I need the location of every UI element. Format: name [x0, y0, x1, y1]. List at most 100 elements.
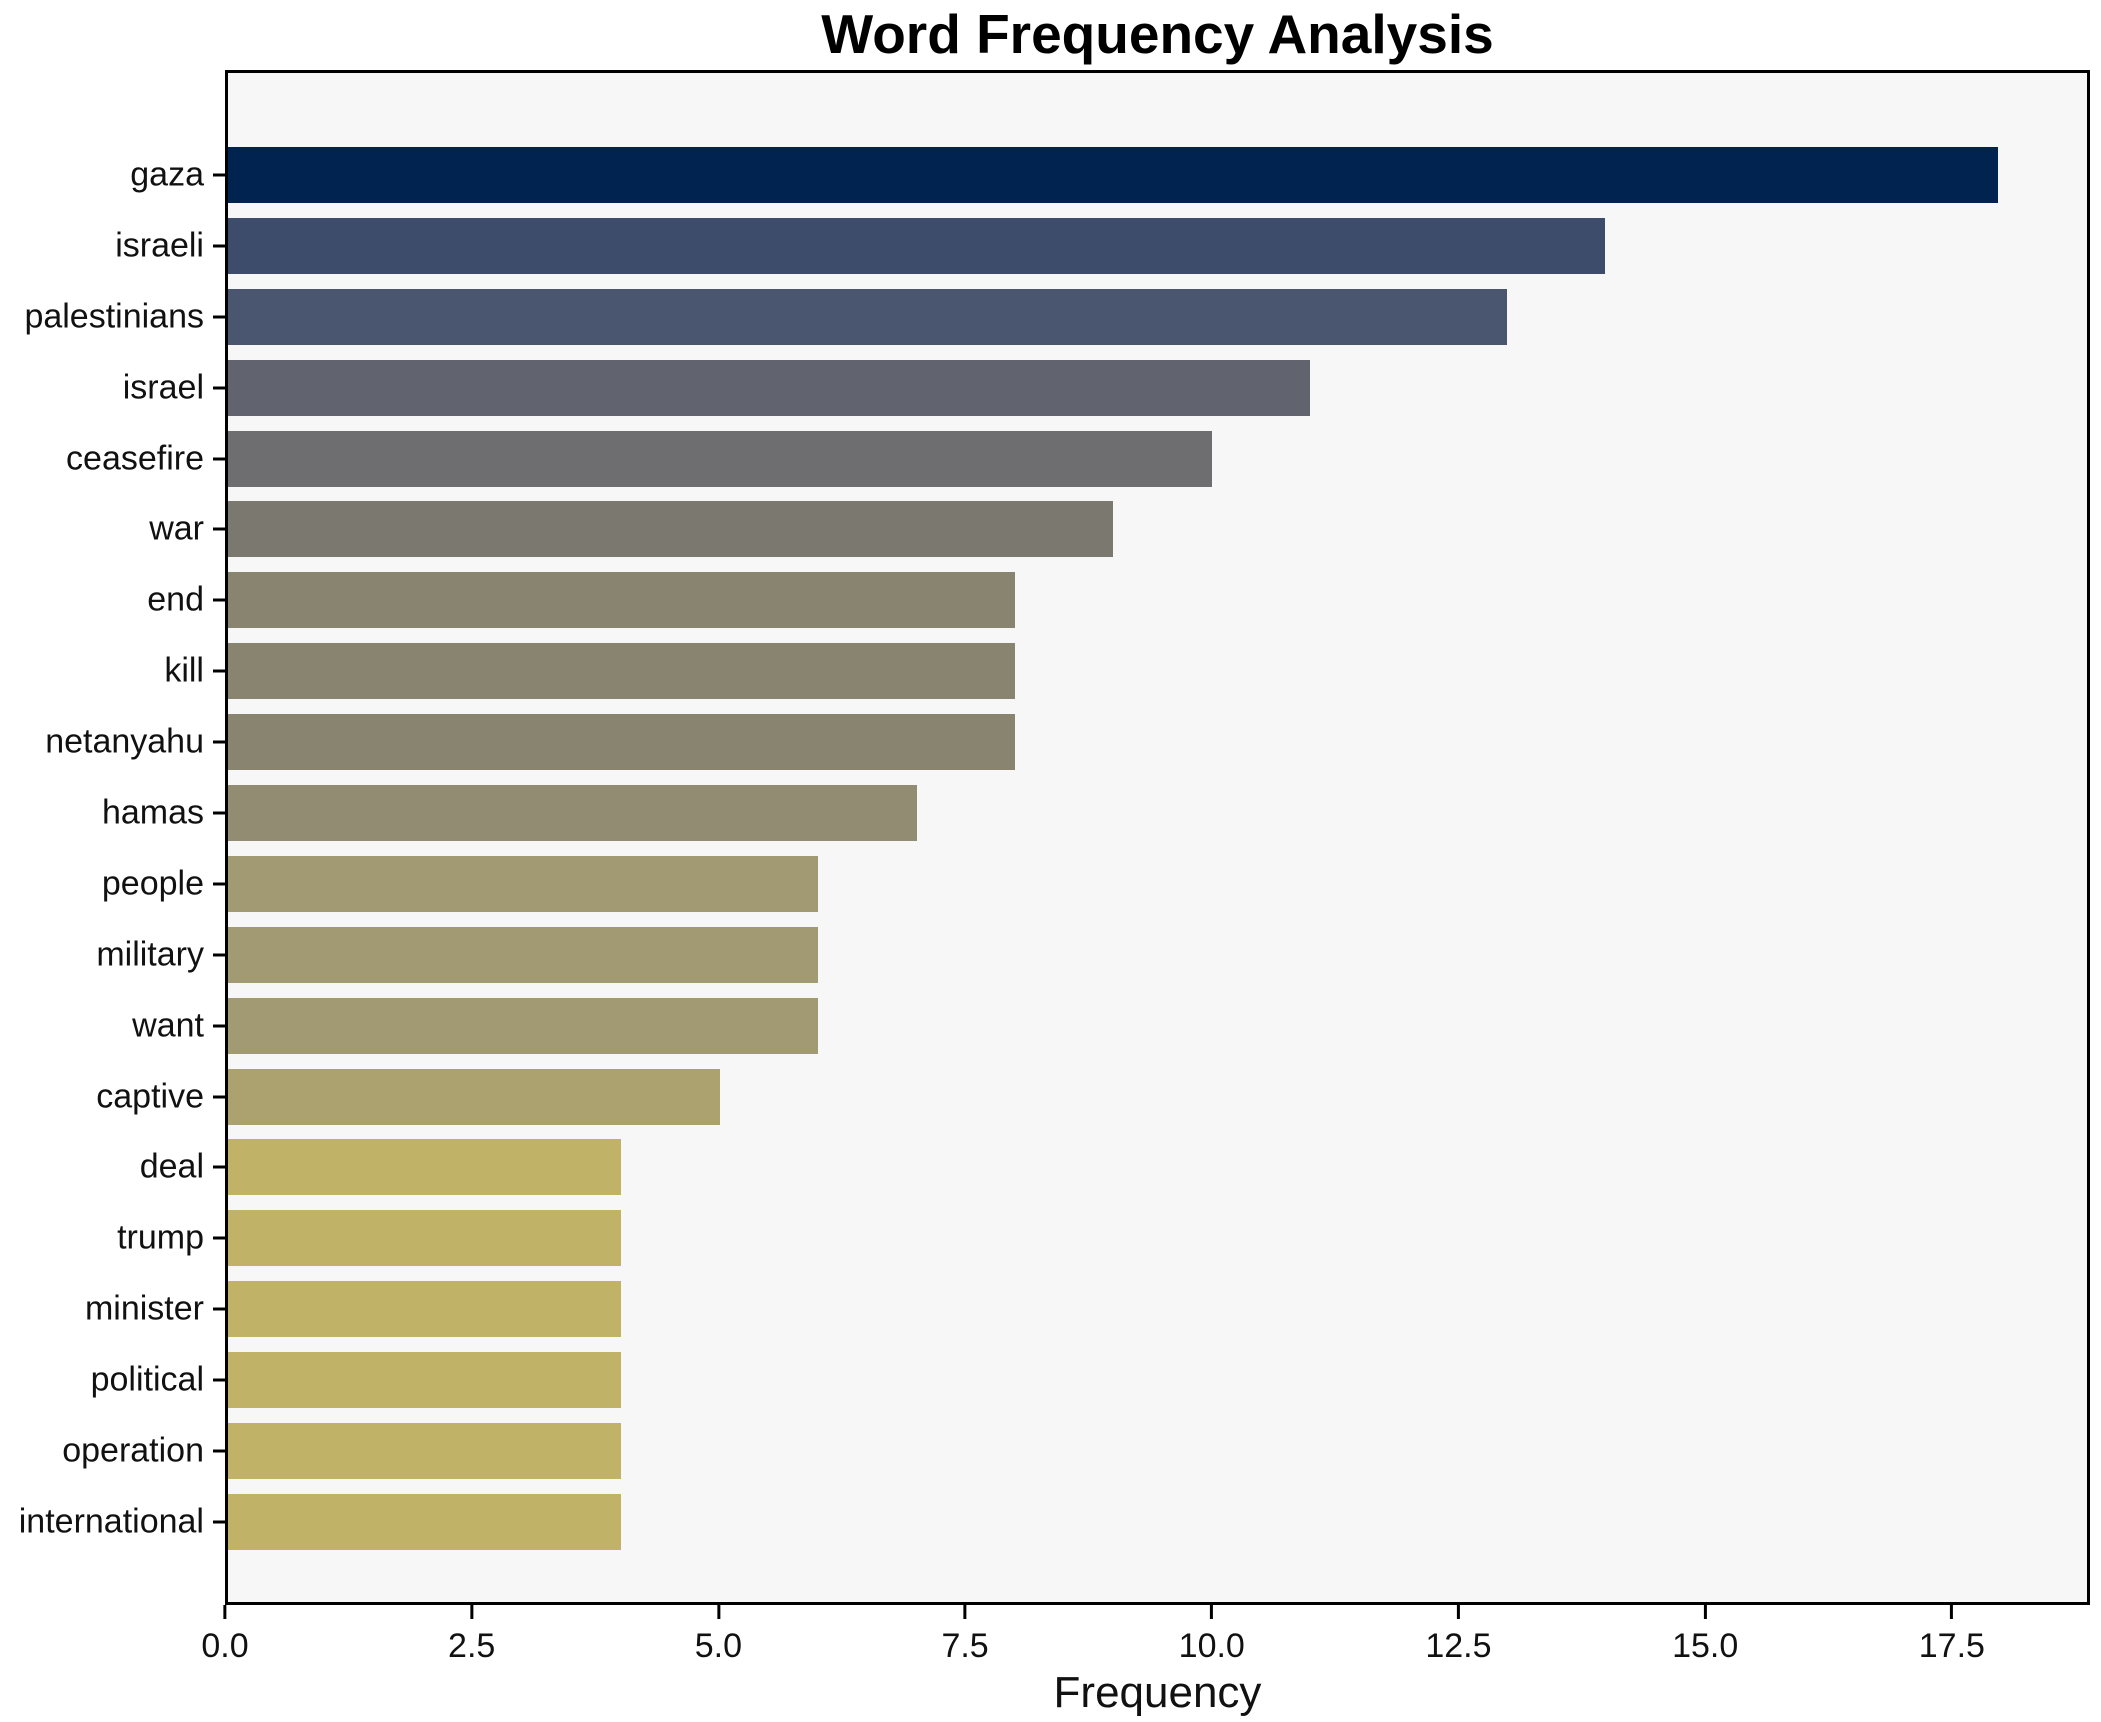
y-tick-mark: [213, 1095, 226, 1099]
x-tick-label: 10.0: [1178, 1627, 1245, 1665]
x-tick-mark: [1456, 1605, 1460, 1619]
bar-gaza: [228, 147, 1999, 203]
bar-row: international: [19, 1493, 2087, 1550]
y-tick-mark: [213, 1024, 226, 1028]
x-tick-mark: [1950, 1605, 1954, 1619]
y-tick-mark: [213, 953, 226, 957]
bar-row: war: [149, 501, 2087, 558]
y-tick-mark: [213, 1236, 226, 1240]
y-tick-label: military: [96, 935, 204, 974]
x-tick-label: 12.5: [1425, 1627, 1492, 1665]
y-tick-label: trump: [117, 1218, 204, 1257]
bar-row: want: [132, 997, 2087, 1054]
chart-title: Word Frequency Analysis: [821, 3, 1494, 65]
y-tick-label: israel: [122, 368, 204, 407]
bar-row: end: [147, 572, 2087, 629]
x-tick-mark: [963, 1605, 967, 1619]
y-tick-label: minister: [84, 1289, 204, 1328]
bar-row: operation: [62, 1423, 2087, 1480]
x-tick-mark: [223, 1605, 227, 1619]
y-tick-mark: [213, 1307, 226, 1311]
bar-end: [228, 572, 1015, 629]
x-tick: 2.5: [448, 1605, 495, 1666]
y-tick-label: end: [147, 580, 204, 619]
x-tick: 15.0: [1672, 1605, 1738, 1666]
bar-ceasefire: [228, 430, 1212, 487]
bar-row: gaza: [130, 147, 2087, 203]
y-tick-label: gaza: [130, 155, 204, 194]
y-tick-mark: [213, 386, 226, 390]
bar-row: israeli: [115, 217, 2087, 274]
bar-row: trump: [117, 1210, 2087, 1267]
bar-people: [228, 855, 819, 912]
y-tick-mark: [213, 244, 226, 248]
x-tick: 7.5: [941, 1605, 989, 1666]
y-tick-mark: [213, 598, 226, 602]
x-tick-mark: [1210, 1605, 1214, 1619]
x-tick: 12.5: [1425, 1605, 1492, 1666]
x-tick-label: 0.0: [201, 1627, 249, 1665]
y-tick-mark: [213, 1378, 226, 1382]
bar-row: hamas: [102, 785, 2087, 842]
bar-international: [228, 1493, 622, 1550]
bar-row: deal: [140, 1139, 2087, 1196]
bar-row: minister: [85, 1281, 2087, 1338]
bar-hamas: [228, 785, 917, 842]
y-tick-mark: [213, 811, 226, 815]
bar-minister: [228, 1281, 622, 1338]
x-tick-label: 2.5: [448, 1627, 496, 1665]
x-tick-mark: [1703, 1605, 1707, 1619]
x-tick: 17.5: [1919, 1605, 1985, 1666]
x-tick: 5.0: [695, 1605, 742, 1666]
y-tick-mark: [213, 527, 226, 531]
bar-deal: [228, 1139, 622, 1196]
x-tick-mark: [470, 1605, 474, 1619]
y-tick-label: people: [101, 864, 204, 903]
bar-row: political: [91, 1352, 2087, 1409]
x-axis-title: Frequency: [1053, 1668, 1262, 1717]
x-tick-label: 5.0: [694, 1627, 743, 1665]
y-tick-label: want: [132, 1006, 204, 1045]
x-tick: 0.0: [201, 1605, 249, 1666]
y-tick-label: operation: [62, 1431, 204, 1470]
y-tick-mark: [213, 1520, 226, 1524]
bar-palestinians: [228, 288, 1507, 345]
x-tick-label: 17.5: [1918, 1627, 1985, 1665]
x-tick-mark: [716, 1605, 720, 1619]
bar-row: israel: [123, 359, 2087, 416]
bar-war: [228, 501, 1114, 558]
bar-captive: [228, 1068, 720, 1125]
y-tick-mark: [213, 740, 226, 744]
y-tick-label: war: [149, 509, 204, 548]
bar-want: [228, 997, 819, 1054]
y-tick-label: kill: [164, 651, 204, 690]
bars-layer: gaza israeli palestinians israel ceasefire wa…: [19, 147, 2087, 1550]
bar-row: captive: [96, 1068, 2087, 1125]
y-tick-label: hamas: [101, 793, 204, 832]
bar-operation: [228, 1423, 622, 1480]
y-tick-label: deal: [139, 1147, 204, 1186]
bar-row: military: [96, 926, 2087, 983]
y-tick-label: political: [90, 1360, 204, 1399]
bar-row: palestinians: [24, 288, 2087, 345]
bar-row: people: [102, 855, 2087, 912]
bar-trump: [228, 1210, 622, 1267]
y-tick-mark: [213, 1165, 226, 1169]
y-tick-label: ceasefire: [66, 439, 204, 478]
y-tick-mark: [213, 882, 226, 886]
y-tick-label: israeli: [115, 226, 204, 265]
y-tick-mark: [213, 1449, 226, 1453]
plot-area: gaza israeli palestinians israel ceasefire wa…: [19, 70, 2090, 1605]
x-tick: 10.0: [1179, 1605, 1245, 1666]
x-tick-label: 15.0: [1672, 1627, 1739, 1665]
y-tick-label: netanyahu: [45, 722, 204, 761]
y-tick-mark: [213, 173, 226, 177]
x-tick-label: 7.5: [941, 1627, 989, 1665]
y-tick-mark: [213, 669, 226, 673]
bar-row: kill: [164, 643, 2087, 700]
bar-row: ceasefire: [66, 430, 2087, 487]
y-tick-mark: [213, 315, 226, 319]
y-tick-label: international: [18, 1502, 204, 1541]
bar-row: netanyahu: [45, 714, 2087, 771]
